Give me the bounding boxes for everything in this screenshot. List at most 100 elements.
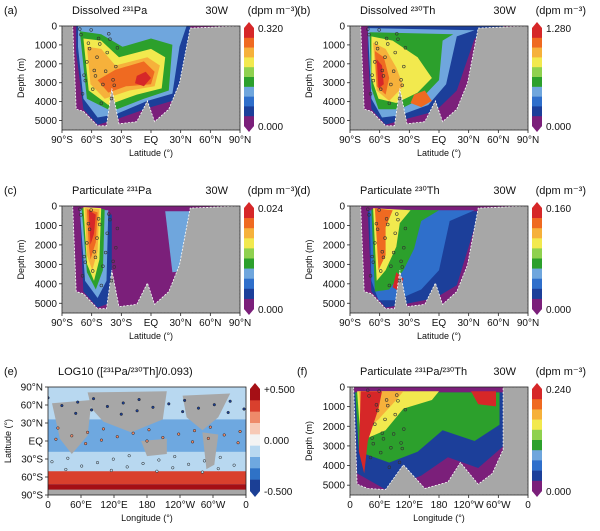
colorbar-swatch (244, 288, 254, 300)
colorbar-arrow (250, 491, 260, 497)
sample-point (107, 32, 111, 36)
sample-point (79, 32, 83, 37)
sample-point (374, 403, 379, 407)
sample-point (167, 402, 171, 406)
sample-point (91, 397, 96, 401)
sample-point (90, 408, 94, 412)
sample-point (177, 432, 181, 436)
panel-label: (a) (4, 5, 17, 17)
sample-point (145, 439, 149, 443)
sample-point (147, 428, 151, 432)
sample-point (232, 463, 236, 467)
sample-point (135, 409, 139, 413)
colorbar-swatch (532, 268, 542, 279)
sample-point (206, 436, 210, 440)
x-tick-label: 30°S (398, 318, 420, 329)
continent (48, 489, 246, 495)
sample-point (82, 254, 86, 259)
colorbar-swatch (250, 457, 260, 469)
bathymetry (62, 206, 240, 313)
colorbar-label: 0.000 (546, 305, 571, 316)
x-tick-label: 60°E (70, 500, 92, 511)
continent (202, 432, 219, 470)
sample-point (99, 438, 104, 442)
sample-point (374, 41, 379, 45)
panel-d: (d) Particulate ²³⁰Th 30W (dpm m⁻³) 90°S 60°S… (297, 185, 586, 341)
y-tick-label: 5000 (323, 481, 346, 492)
sample-point (92, 250, 96, 254)
sample-point (98, 42, 102, 46)
field (350, 206, 528, 313)
y-tick-label: 60°N (21, 401, 43, 412)
y-axis-label: Depth (m) (304, 239, 314, 279)
sample-point (377, 389, 381, 393)
southern-ocean-band (48, 471, 246, 485)
sample-point (79, 213, 83, 217)
sample-point (125, 465, 129, 469)
y-axis-label: Depth (m) (304, 421, 314, 461)
x-tick-label: 0 (243, 500, 249, 511)
sample-point (368, 274, 373, 278)
sample-point (386, 42, 390, 46)
colorbar-swatch (532, 248, 542, 259)
sample-point (192, 429, 197, 433)
colorbar-arrow (244, 126, 254, 132)
sample-point (399, 259, 403, 264)
y-tick-label: 5000 (323, 116, 346, 127)
sample-point (380, 431, 384, 435)
colorbar-arrow (244, 309, 254, 315)
colorbar-swatch (532, 399, 542, 410)
panel-title: Particulate ²³¹Pa/²³⁰Th (360, 366, 467, 378)
colorbar-swatch (244, 228, 254, 239)
x-tick-label: 90°N (229, 318, 251, 329)
y-tick-label: 0 (51, 22, 57, 33)
colorbar-swatch (250, 434, 260, 446)
x-tick-label: 60°S (369, 318, 391, 329)
sample-point (393, 231, 397, 235)
sample-point (87, 46, 92, 51)
sample-point (380, 68, 384, 73)
sample-point (137, 397, 141, 402)
section-label: 30W (493, 185, 516, 197)
sample-point (50, 460, 54, 464)
sample-point (86, 221, 91, 226)
colorbar-swatch (250, 423, 260, 435)
sample-point (226, 410, 230, 415)
panel-label: (e) (4, 366, 17, 378)
sample-point (95, 461, 100, 465)
continent (87, 391, 167, 433)
sample-point (367, 32, 371, 37)
section-label: 30W (205, 185, 228, 197)
sample-point (112, 265, 116, 269)
sample-point (238, 429, 242, 434)
continent (141, 438, 167, 457)
x-tick-label: 90°S (51, 135, 73, 146)
sample-point (373, 241, 377, 245)
colorbar-swatch (532, 440, 542, 451)
colorbar-swatch (532, 86, 542, 97)
sample-point (107, 212, 111, 216)
sample-point (66, 456, 70, 460)
sample-point (397, 278, 402, 283)
sample-point (101, 82, 105, 87)
x-tick-label: 90°S (339, 135, 361, 146)
y-tick-label: 30°S (21, 455, 43, 466)
y-tick-label: 0 (51, 202, 57, 213)
colorbar-swatch (532, 419, 542, 431)
sample-point (381, 74, 386, 78)
colorbar-swatch (244, 238, 254, 249)
y-tick-label: 3000 (35, 78, 58, 89)
sample-point (393, 50, 397, 55)
colorbar-swatch (250, 479, 260, 492)
sample-point (112, 83, 116, 87)
sample-point (86, 41, 91, 45)
sample-point (155, 469, 159, 473)
sample-point (157, 458, 161, 462)
sample-point (387, 283, 392, 288)
sample-point (95, 236, 99, 240)
sample-point (83, 260, 87, 264)
unit-label: (dpm m⁻³) (248, 5, 298, 17)
y-tick-label: 1000 (323, 221, 346, 232)
x-tick-label: EQ (432, 135, 447, 146)
